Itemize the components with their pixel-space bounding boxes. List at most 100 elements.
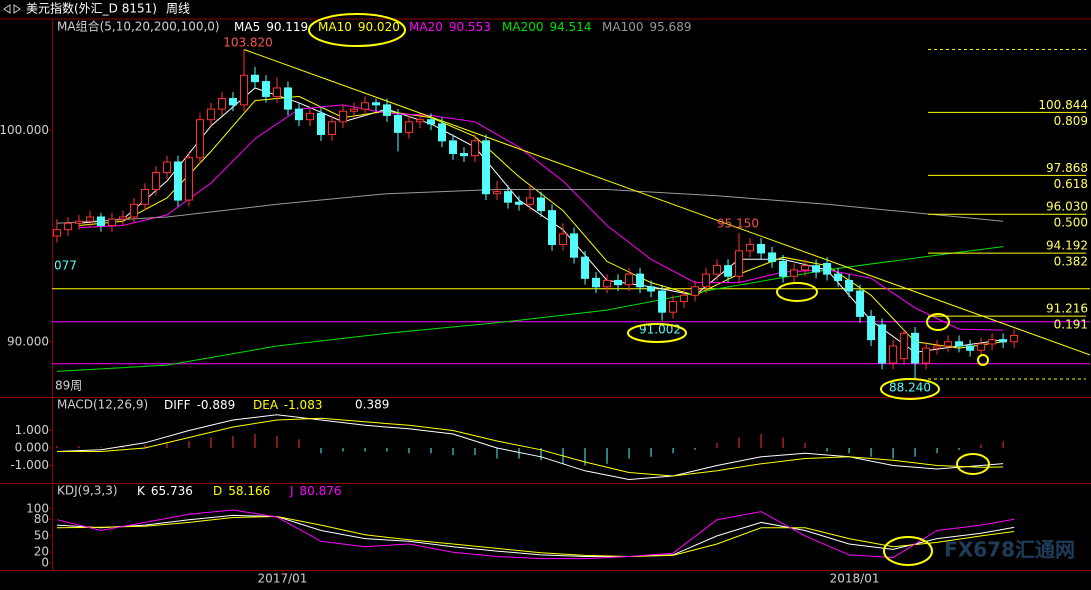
candle-body [878, 324, 887, 364]
candle-body [724, 265, 733, 277]
panel-body [56, 509, 1015, 560]
fib-price: 94.192 [1046, 239, 1088, 253]
highlight [627, 323, 687, 343]
candle-body [63, 222, 72, 231]
candle-body [416, 119, 425, 123]
legend-entry: MA20 90.553 [409, 20, 491, 34]
fib-ratio: 0.618 [1054, 177, 1088, 191]
candle-body [691, 286, 700, 296]
candle-body [911, 332, 920, 364]
legend-entry: DIFF -0.889 [164, 398, 235, 412]
candle-body [592, 277, 601, 288]
candle-body [614, 279, 623, 286]
legend-value: -0.889 [197, 398, 236, 412]
legend-name: MA100 [602, 20, 643, 34]
series-line [56, 509, 1015, 560]
candle-body [129, 203, 138, 218]
candle-body [184, 157, 193, 201]
legend-name: DEA [253, 398, 279, 412]
candle-body [999, 339, 1008, 343]
candle-body [790, 269, 799, 277]
candle-body [669, 301, 678, 313]
fib-ratio: 0.500 [1054, 216, 1088, 230]
candle-body [96, 216, 105, 226]
candle-body [206, 108, 215, 121]
candle-body [856, 290, 865, 317]
legend-entry: MA5 90.119 [234, 20, 308, 34]
series-line [78, 104, 1004, 331]
legend-entry: K 65.736 [137, 484, 193, 498]
annotation: 88.240 [889, 381, 931, 395]
toolbar-icon[interactable] [3, 4, 21, 14]
highlight [926, 313, 950, 331]
highlight [956, 453, 990, 475]
candle-body [823, 263, 832, 275]
candle-body [1010, 334, 1019, 343]
candle-body [107, 218, 116, 226]
candle-body [603, 279, 612, 288]
x-tick-label: 2018/01 [830, 572, 880, 586]
fib-price: 96.030 [1046, 200, 1088, 214]
candle-body [228, 98, 237, 106]
candle-body [537, 197, 546, 212]
panel-frame [0, 18, 1091, 571]
fib-ratio: 0.191 [1054, 318, 1088, 332]
candle-body [581, 256, 590, 279]
series-line [56, 414, 1004, 481]
indicator-label: KDJ(9,3,3) [57, 484, 118, 498]
candle-body [405, 121, 414, 133]
candle-body [360, 102, 369, 110]
highlight [977, 354, 989, 366]
indicator-label: MA组合(5,10,20,200,100,0) [57, 19, 220, 34]
candle-body [74, 220, 83, 224]
candle-body [173, 161, 182, 201]
legend-name: D [213, 484, 222, 498]
legend-name: MA5 [234, 20, 260, 34]
legend-entry: D 58.166 [213, 484, 270, 498]
candle-body [647, 286, 656, 292]
candle-body [471, 140, 480, 157]
candle-body [349, 108, 358, 112]
legend-entry: J 80.876 [289, 484, 342, 498]
highlight [308, 13, 406, 47]
y-tick-label: -1.000 [10, 458, 49, 472]
y-tick-label: 1.000 [15, 423, 49, 437]
period-label[interactable]: 周线 [166, 2, 190, 16]
legend-name: MA20 [409, 20, 443, 34]
candle-body [746, 243, 755, 252]
highlight [776, 282, 818, 302]
candle-body [449, 140, 458, 155]
prev-icon[interactable] [3, 4, 11, 14]
candle-body [988, 339, 997, 345]
candle-body [526, 197, 535, 205]
candle-body [944, 341, 953, 347]
candle-body [250, 74, 259, 83]
candle-body [922, 347, 931, 364]
series-line [56, 189, 1004, 224]
annotation: 89周 [55, 379, 82, 393]
legend-name: MA200 [502, 20, 543, 34]
highlight [883, 536, 933, 566]
candle-body [85, 216, 94, 222]
candle-body [493, 191, 502, 195]
candle-body [812, 265, 821, 273]
candle-body [382, 104, 391, 116]
candle-body [779, 260, 788, 277]
candle-body [636, 273, 645, 288]
candle-body [845, 279, 854, 292]
candle-body [834, 273, 843, 281]
candle-body [515, 201, 524, 205]
series-line [56, 515, 1015, 558]
candle-body [658, 290, 667, 313]
legend-value: 90.553 [449, 20, 491, 34]
candle-body [118, 216, 127, 220]
candle-body [261, 81, 270, 97]
candle-body [680, 294, 689, 303]
candle-body [283, 87, 292, 110]
next-icon[interactable] [13, 4, 21, 14]
candle-body [460, 153, 469, 157]
legend-value: 58.166 [228, 484, 270, 498]
candle-body [394, 114, 402, 133]
